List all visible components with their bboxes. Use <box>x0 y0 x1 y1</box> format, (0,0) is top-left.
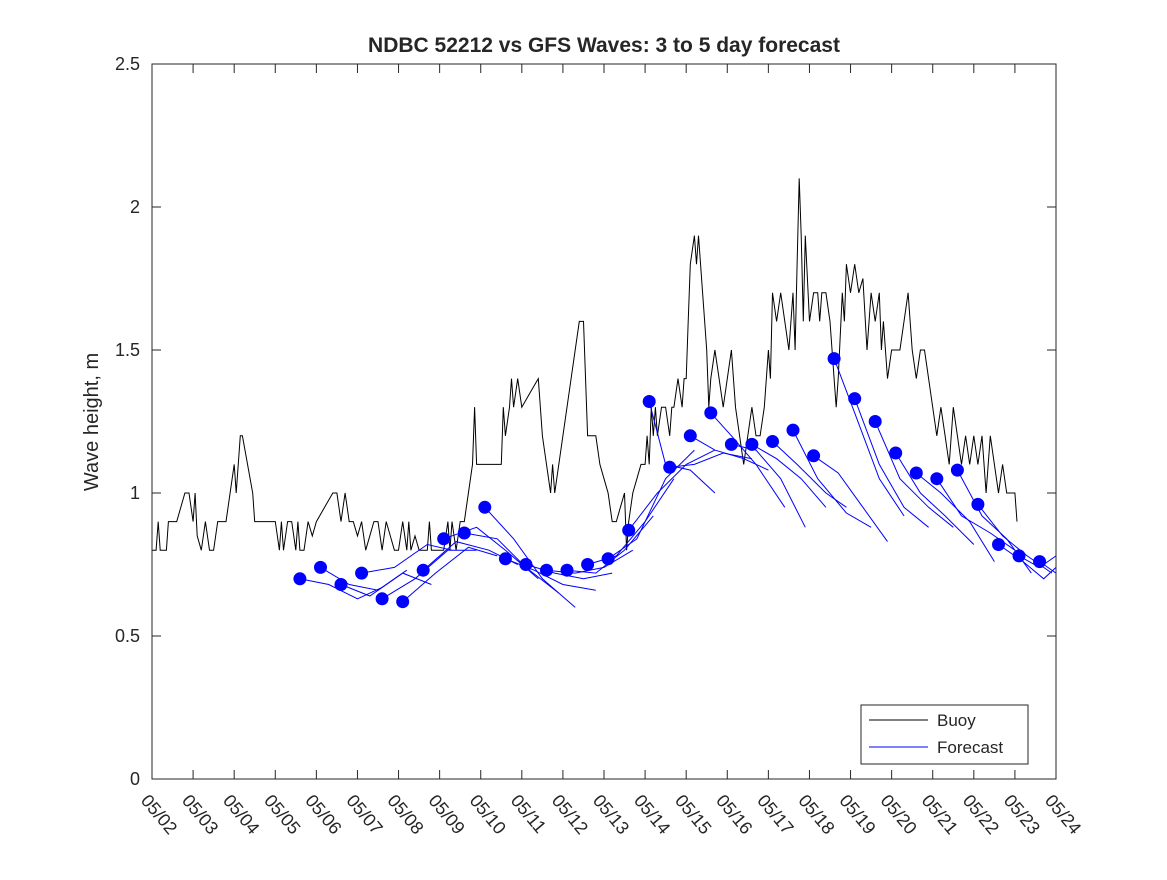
y-tick-label: 0 <box>130 769 140 789</box>
forecast-marker-19 <box>663 460 677 474</box>
forecast-line-18 <box>648 401 716 494</box>
forecast-marker-36 <box>1012 549 1026 563</box>
forecast-marker-21 <box>704 406 718 420</box>
forecast-marker-4 <box>355 566 369 580</box>
forecast-marker-3 <box>334 578 348 591</box>
forecast-marker-11 <box>498 552 512 566</box>
chart-title: NDBC 52212 vs GFS Waves: 3 to 5 day fore… <box>368 34 840 57</box>
forecast-marker-37 <box>1033 555 1047 569</box>
forecast-marker-32 <box>930 472 944 486</box>
forecast-marker-8 <box>437 532 451 546</box>
forecast-marker-23 <box>745 437 759 451</box>
forecast-line-6 <box>402 546 498 603</box>
forecast-marker-1 <box>293 572 307 586</box>
forecast-line-26 <box>813 455 888 542</box>
forecast-marker-33 <box>950 463 964 477</box>
y-tick-label: 0.5 <box>115 626 140 646</box>
forecast-marker-35 <box>992 538 1005 551</box>
forecast-marker-5 <box>375 592 389 606</box>
forecast-line-35 <box>998 544 1057 580</box>
forecast-line-22 <box>731 443 806 528</box>
forecast-line-19 <box>669 452 752 468</box>
forecast-marker-26 <box>807 449 821 463</box>
forecast-marker-7 <box>416 563 430 577</box>
forecast-line-25 <box>792 429 872 528</box>
plot-background <box>152 64 1056 779</box>
forecast-line-3 <box>340 572 432 597</box>
forecast-line-16 <box>607 449 695 560</box>
legend: Buoy Forecast <box>860 704 1029 765</box>
forecast-marker-22 <box>724 437 738 451</box>
forecast-line-28 <box>854 398 929 528</box>
forecast-marker-28 <box>848 392 862 406</box>
forecast-line-29 <box>874 421 954 528</box>
forecast-marker-29 <box>868 415 882 428</box>
forecast-marker-15 <box>581 558 595 571</box>
forecast-marker-34 <box>971 497 985 511</box>
forecast-marker-2 <box>314 560 327 574</box>
forecast-marker-13 <box>540 563 553 577</box>
forecast-marker-31 <box>909 466 923 480</box>
forecast-line-9 <box>464 532 560 594</box>
forecast-marker-16 <box>601 552 615 566</box>
forecast-markers <box>293 352 1047 609</box>
forecast-marker-27 <box>827 352 841 366</box>
plot-area <box>152 64 1056 779</box>
axes <box>151 63 1057 780</box>
forecast-line-23 <box>751 443 827 508</box>
forecast-marker-24 <box>766 435 779 448</box>
forecast-line-4 <box>361 543 453 574</box>
y-tick-label: 1.5 <box>115 340 140 360</box>
forecast-line-5 <box>381 549 477 600</box>
forecast-line-30 <box>895 452 975 545</box>
forecast-marker-10 <box>478 500 492 514</box>
legend-label-forecast: Forecast <box>937 738 1003 757</box>
forecast-marker-30 <box>889 446 903 460</box>
forecast-marker-17 <box>622 523 636 537</box>
forecast-line-27 <box>833 358 905 517</box>
legend-box <box>860 704 1029 765</box>
buoy-series <box>152 178 1018 551</box>
forecast-line-1 <box>299 578 383 600</box>
y-tick-label: 1 <box>130 483 140 503</box>
forecast-marker-14 <box>560 563 574 577</box>
y-tick-label: 2.5 <box>115 54 140 74</box>
forecast-marker-12 <box>519 558 533 571</box>
forecast-line-17 <box>628 449 716 531</box>
forecast-line-21 <box>710 412 786 508</box>
forecast-marker-6 <box>396 595 410 609</box>
forecast-marker-18 <box>642 395 656 408</box>
y-tick-label: 2 <box>130 197 140 217</box>
legend-label-buoy: Buoy <box>937 711 976 730</box>
y-axis-label: Wave height, m <box>81 353 103 491</box>
forecast-marker-20 <box>683 429 697 443</box>
forecast-marker-25 <box>786 423 800 437</box>
buoy-line <box>152 178 1018 551</box>
forecast-marker-9 <box>457 526 471 540</box>
